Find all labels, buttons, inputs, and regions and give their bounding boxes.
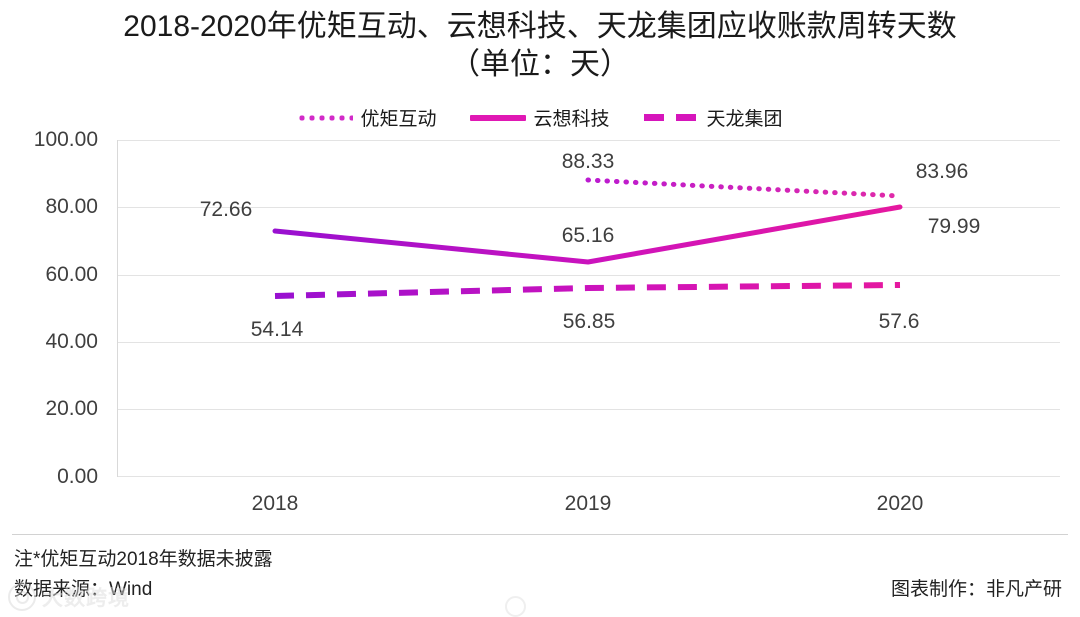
- footer-source: 数据来源：Wind: [14, 579, 153, 600]
- data-label-yunxiang-2018: 72.66: [199, 198, 253, 221]
- gridline-0: [118, 476, 1060, 477]
- y-axis-line: [117, 140, 118, 477]
- gridline-100: [118, 140, 1060, 141]
- watermark: 大数跨境: [8, 582, 130, 612]
- data-label-yunxiang-2020: 79.99: [927, 215, 981, 238]
- y-tick-0: 0.00: [57, 465, 98, 488]
- footer-divider: [12, 534, 1068, 535]
- legend-item-yunxiang[interactable]: 云想科技: [470, 104, 610, 131]
- circle-logo-icon: [8, 583, 36, 611]
- plot-area: [118, 140, 1060, 477]
- y-tick-60: 60.00: [45, 263, 98, 286]
- watermark-center-icon: [505, 596, 526, 617]
- data-label-tianlong-2020: 57.6: [878, 310, 920, 333]
- gridline-60: [118, 275, 1060, 276]
- data-label-yunxiang-2019: 65.16: [561, 224, 615, 247]
- y-tick-100: 100.00: [33, 128, 98, 151]
- x-tick-2018: 2018: [251, 492, 299, 515]
- legend-label-yunxiang: 云想科技: [533, 109, 610, 130]
- chart-title-line2: （单位：天）: [450, 48, 630, 81]
- gridline-80: [118, 207, 1060, 208]
- legend-item-youju[interactable]: 优矩互动: [297, 104, 436, 131]
- data-label-tianlong-2019: 56.85: [562, 310, 616, 333]
- footer-credit: 图表制作：非凡产研: [890, 579, 1062, 600]
- footer-note: 注*优矩互动2018年数据未披露: [14, 549, 273, 570]
- y-axis: 100.00 80.00 60.00 40.00 20.00 0.00: [0, 128, 110, 488]
- legend-label-youju: 优矩互动: [360, 109, 437, 130]
- chart-title-line1: 2018-2020年优矩互动、云想科技、天龙集团应收账款周转天数: [123, 10, 957, 43]
- y-tick-20: 20.00: [45, 397, 98, 420]
- legend-swatch-dotted-icon: [297, 114, 354, 121]
- data-label-tianlong-2018: 54.14: [250, 318, 304, 341]
- x-tick-2020: 2020: [876, 492, 924, 515]
- watermark-text: 大数跨境: [42, 587, 130, 610]
- y-tick-40: 40.00: [45, 330, 98, 353]
- gridline-40: [118, 342, 1060, 343]
- legend-item-tianlong[interactable]: 天龙集团: [643, 104, 783, 131]
- legend-swatch-dashed-icon: [643, 114, 700, 121]
- x-tick-2019: 2019: [564, 492, 612, 515]
- chart-footer: 注*优矩互动2018年数据未披露 数据来源：Wind 图表制作：非凡产研: [0, 528, 1080, 617]
- data-label-youju-2020: 83.96: [915, 160, 969, 183]
- x-axis: 2018 2019 2020: [0, 492, 1080, 522]
- legend-label-tianlong: 天龙集团: [706, 109, 783, 130]
- chart-legend: 优矩互动 云想科技 天龙集团: [0, 104, 1080, 131]
- legend-swatch-solid-icon: [470, 114, 527, 121]
- circle-logo-inner-icon: [15, 590, 29, 604]
- data-label-youju-2019: 88.33: [561, 150, 615, 173]
- y-tick-80: 80.00: [45, 195, 98, 218]
- gridline-20: [118, 409, 1060, 410]
- chart-title: 2018-2020年优矩互动、云想科技、天龙集团应收账款周转天数 （单位：天）: [0, 8, 1080, 84]
